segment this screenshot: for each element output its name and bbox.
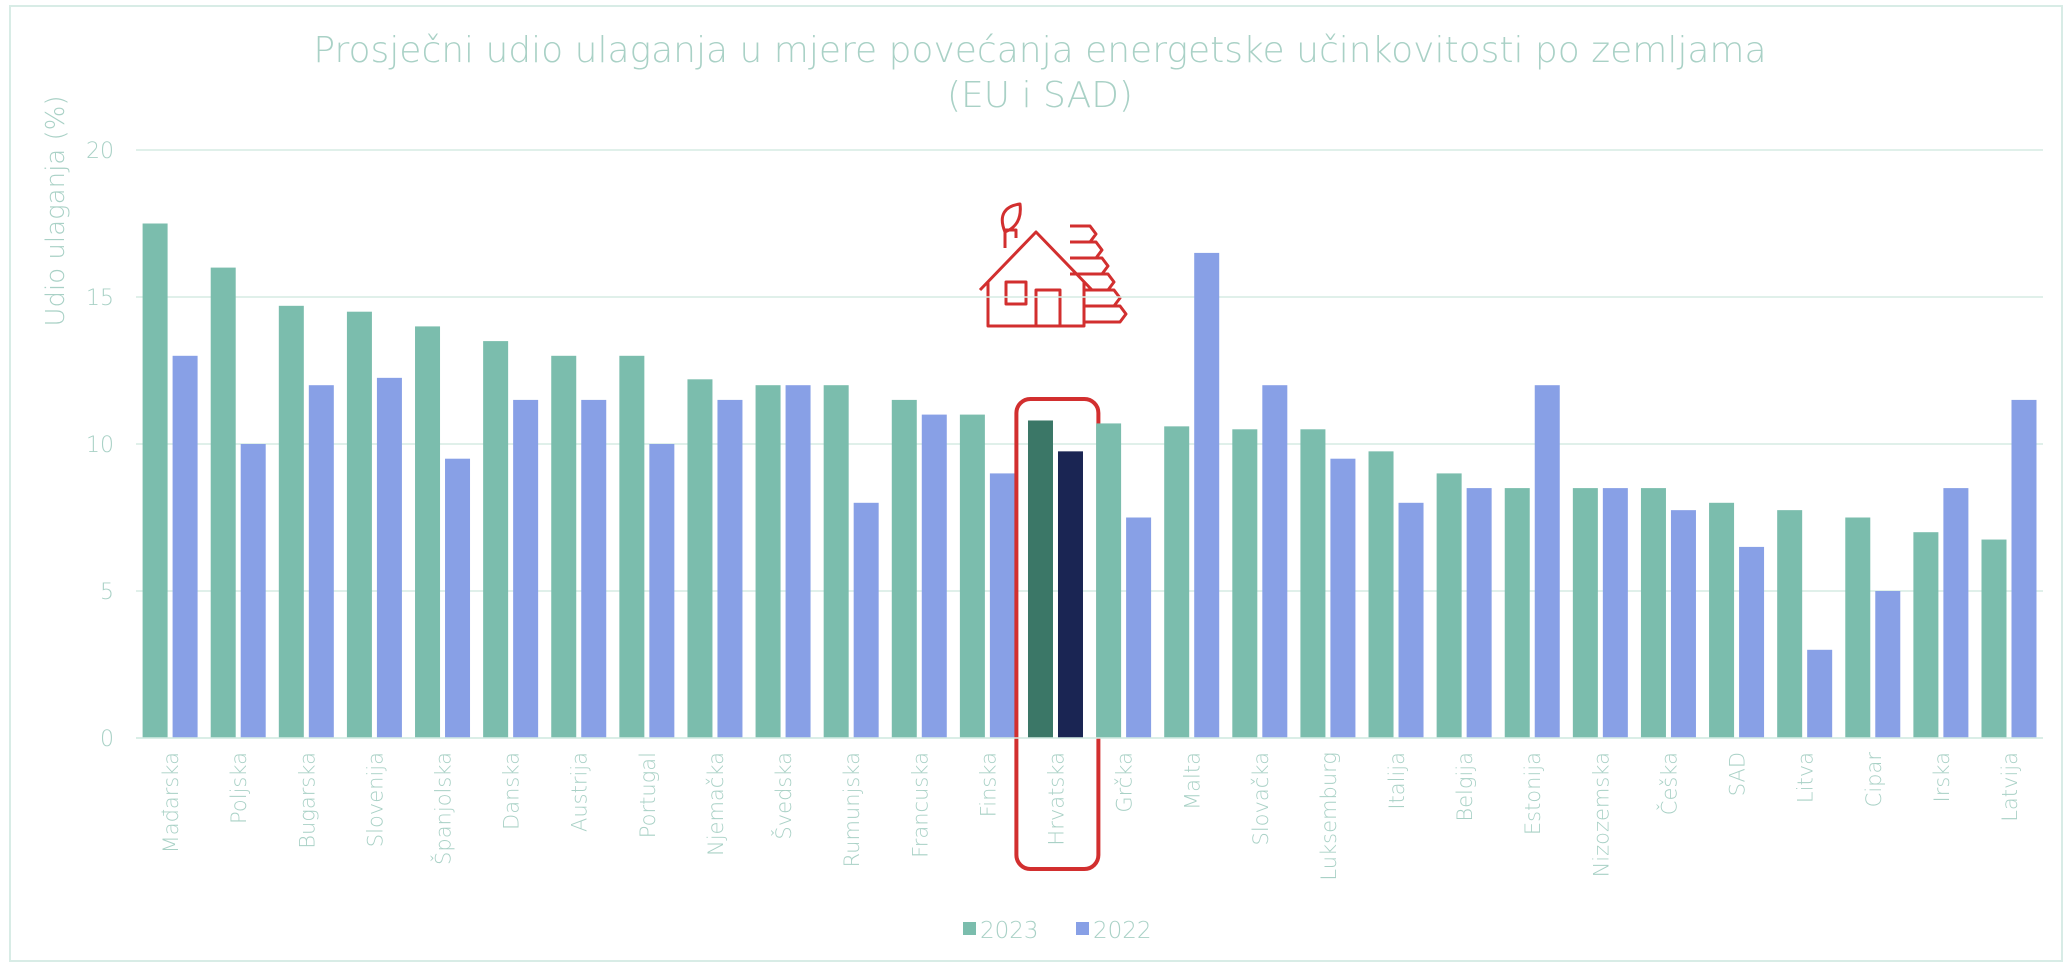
x-tick-label: Njemačka <box>704 752 728 856</box>
x-tick-label: Malta <box>1181 752 1205 810</box>
bar <box>1027 420 1053 738</box>
bar <box>1640 488 1666 738</box>
bar <box>1845 517 1871 738</box>
bar <box>785 385 811 738</box>
bar <box>1194 252 1220 738</box>
bar <box>1534 385 1560 738</box>
bar <box>240 444 266 738</box>
chart-subtitle: (EU i SAD) <box>947 75 1133 116</box>
bar <box>1807 649 1833 738</box>
x-tick-label: Danska <box>500 752 524 830</box>
x-tick-label: Estonija <box>1521 752 1545 835</box>
x-tick-label: Slovenija <box>363 752 387 847</box>
frame <box>9 5 2063 962</box>
bar <box>959 414 985 738</box>
bar <box>581 399 607 738</box>
bar <box>1670 510 1696 738</box>
x-tick-label: Hrvatska <box>1044 752 1068 846</box>
bar <box>1875 591 1901 738</box>
x-tick-label: Latvija <box>1998 752 2022 822</box>
x-tick-label: Bugarska <box>295 752 319 849</box>
x-tick-label: SAD <box>1726 752 1750 796</box>
x-tick-label: Litva <box>1794 752 1818 803</box>
bar <box>142 223 168 738</box>
legend-label: 2022 <box>1093 918 1152 944</box>
bar <box>346 311 372 738</box>
bar <box>755 385 781 738</box>
x-tick-label: Rumunjska <box>840 752 864 867</box>
x-tick-label: Francuska <box>908 752 932 858</box>
bar <box>1096 423 1122 738</box>
legend-swatch <box>1076 922 1089 935</box>
bar <box>2011 399 2037 738</box>
bar <box>1436 473 1462 738</box>
bar <box>1572 488 1598 738</box>
bar <box>823 385 849 738</box>
bar <box>853 502 879 738</box>
bar <box>891 399 917 738</box>
bar <box>1368 451 1394 738</box>
y-axis-label: Udio ulaganja (%) <box>41 96 71 327</box>
x-tick-label: Irska <box>1930 752 1954 802</box>
bar <box>717 399 743 738</box>
x-tick-label: Belgija <box>1453 752 1477 822</box>
bar <box>445 458 471 738</box>
bar <box>1164 426 1190 738</box>
bar <box>1504 488 1530 738</box>
bar <box>1943 488 1969 738</box>
x-tick-label: Poljska <box>227 752 251 824</box>
bar <box>649 444 675 738</box>
bar <box>1709 502 1735 738</box>
bar <box>1262 385 1288 738</box>
y-tick-label: 0 <box>100 727 114 752</box>
x-tick-label: Luksemburg <box>1317 752 1341 881</box>
x-tick-label: Nizozemska <box>1589 752 1613 877</box>
x-tick-label: Austrija <box>568 752 592 832</box>
bar <box>1330 458 1356 738</box>
legend-swatch <box>963 922 976 935</box>
bar <box>921 414 947 738</box>
bar <box>619 355 645 738</box>
bar <box>989 473 1015 738</box>
x-tick-label: Švedska <box>771 752 796 840</box>
house-icon <box>978 202 1128 328</box>
x-tick-label: Finska <box>976 752 1000 817</box>
bar <box>1777 510 1803 738</box>
bar <box>513 399 539 738</box>
legend-label: 2023 <box>980 918 1039 944</box>
x-tick-label: Italija <box>1385 752 1409 810</box>
bar <box>308 385 334 738</box>
y-tick-label: 20 <box>86 139 114 164</box>
x-tick-label: Španjolska <box>431 752 456 865</box>
bar <box>278 305 304 738</box>
bar <box>1466 488 1492 738</box>
x-tick-label: Mađarska <box>159 752 183 853</box>
bar <box>415 326 441 738</box>
y-tick-label: 15 <box>86 286 114 311</box>
x-tick-label: Portugal <box>636 752 660 838</box>
bar <box>1913 532 1939 738</box>
bar <box>210 267 236 738</box>
bar <box>1300 429 1326 738</box>
bar <box>1126 517 1152 738</box>
bar <box>687 379 713 738</box>
x-tick-label: Češka <box>1656 752 1681 815</box>
y-tick-label: 5 <box>100 580 114 605</box>
bar <box>551 355 577 738</box>
chart-title: Prosječni udio ulaganja u mjere povećanj… <box>313 30 1766 71</box>
bar <box>1398 502 1424 738</box>
bar <box>483 341 509 738</box>
bar <box>376 377 402 738</box>
bar <box>1057 451 1083 738</box>
y-tick-label: 10 <box>86 433 114 458</box>
bar <box>1602 488 1628 738</box>
bar <box>1232 429 1258 738</box>
bar <box>172 355 198 738</box>
bar <box>1739 546 1765 738</box>
bar <box>1981 539 2007 738</box>
x-tick-label: Cipar <box>1862 752 1886 808</box>
x-tick-label: Slovačka <box>1249 752 1273 846</box>
x-tick-label: Grčka <box>1113 752 1137 813</box>
